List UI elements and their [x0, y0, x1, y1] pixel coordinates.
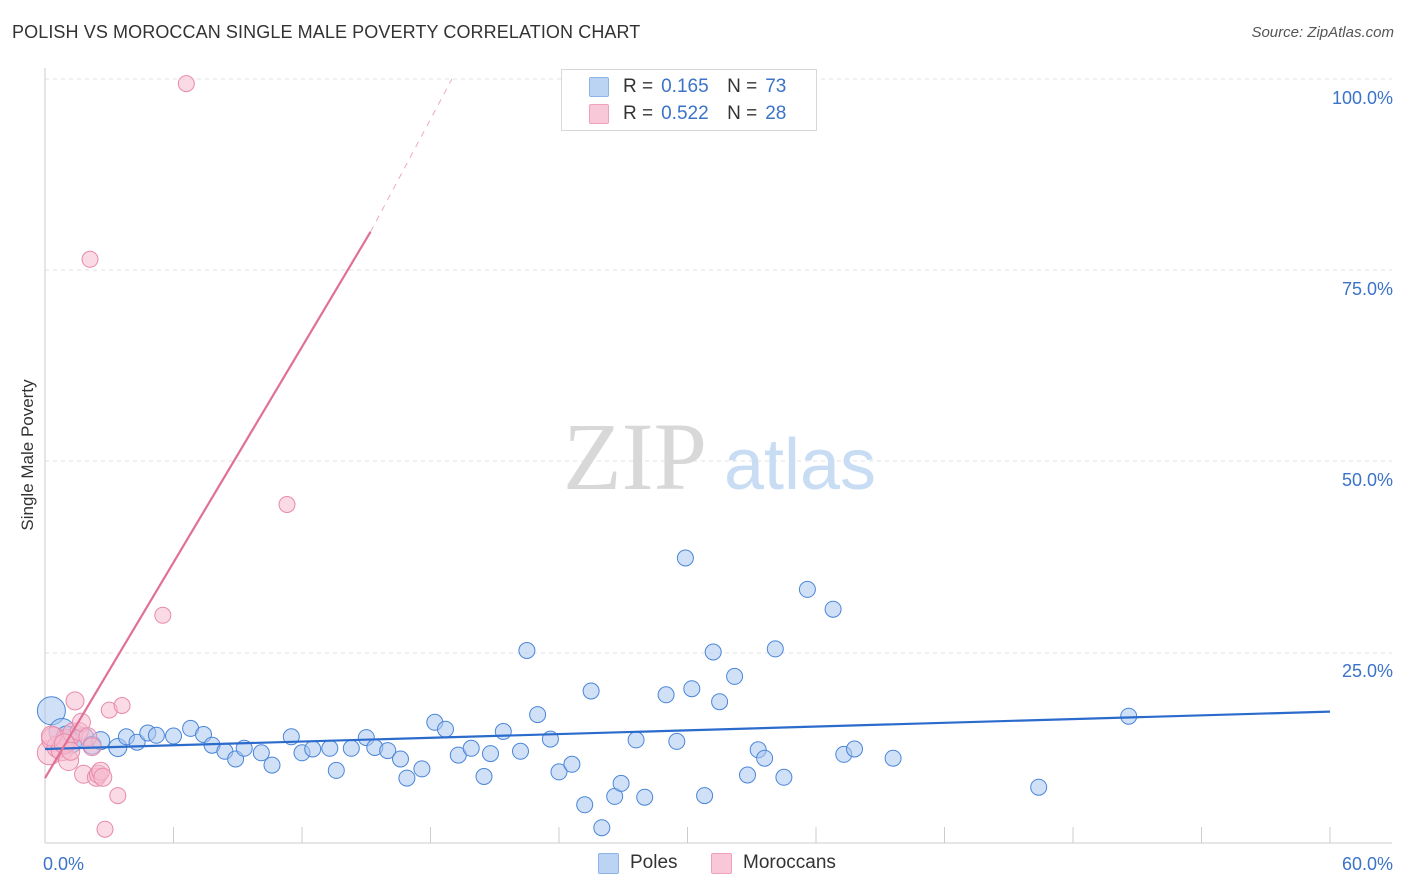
point-poles	[756, 749, 774, 767]
point-poles	[462, 739, 480, 757]
legend-r-label: R =	[623, 102, 654, 124]
point-poles	[636, 788, 654, 806]
point-poles	[846, 740, 863, 758]
point-poles	[683, 680, 701, 698]
point-poles	[263, 756, 281, 774]
point-poles	[627, 731, 645, 749]
tick-label-layer: 25.0% 50.0% 75.0% 100.0% 0.0% 60.0%	[43, 88, 1393, 874]
point-moroccans	[154, 606, 172, 624]
legend-n-label: N =	[727, 75, 758, 97]
y-tick-label: 100.0%	[1332, 88, 1393, 108]
point-poles	[321, 739, 339, 757]
point-moroccans	[93, 767, 113, 787]
legend-swatch-poles	[589, 76, 609, 97]
series-label-moroccans: Moroccans	[743, 852, 836, 873]
point-moroccans	[96, 820, 114, 838]
point-poles	[676, 549, 694, 567]
point-poles	[342, 739, 360, 757]
legend-r-value-moroccans: 0.522	[661, 102, 709, 124]
point-poles	[711, 693, 729, 711]
x-tick-label-max: 60.0%	[1342, 854, 1393, 874]
chart-title: POLISH VS MOROCCAN SINGLE MALE POVERTY C…	[12, 22, 641, 42]
watermark: ZIP atlas	[563, 403, 876, 510]
axis-layer	[44, 68, 1392, 844]
point-moroccans	[65, 691, 85, 711]
point-poles	[252, 744, 270, 762]
point-poles	[696, 787, 714, 805]
trend-line-moroccans	[44, 231, 372, 779]
point-poles	[327, 761, 345, 779]
series-legend: Poles Moroccans	[0, 852, 1406, 878]
point-poles	[475, 768, 493, 785]
point-poles	[726, 667, 744, 685]
point-moroccans	[177, 75, 195, 93]
point-poles	[576, 796, 594, 814]
point-poles	[165, 727, 182, 745]
y-tick-label: 50.0%	[1342, 470, 1393, 490]
point-poles	[304, 740, 322, 758]
y-tick-label: 25.0%	[1342, 661, 1393, 681]
legend-n-label: N =	[727, 102, 758, 124]
trend-layer	[44, 78, 1331, 779]
grid-layer	[45, 78, 1392, 654]
point-poles	[494, 723, 512, 740]
point-poles	[147, 726, 165, 744]
point-poles	[612, 774, 630, 792]
series-swatch-moroccans	[711, 852, 732, 874]
series-legend-poles[interactable]: Poles	[598, 852, 678, 874]
point-poles	[563, 755, 581, 773]
point-poles	[437, 720, 454, 738]
point-poles	[739, 766, 756, 784]
point-poles	[413, 760, 431, 778]
legend-row-poles: R = 0.165 N = 73	[562, 73, 786, 100]
point-poles	[392, 750, 409, 768]
watermark-atlas: atlas	[724, 425, 876, 505]
legend-swatch-moroccans	[589, 103, 609, 124]
trend-line-poles	[44, 710, 1331, 751]
point-poles	[482, 745, 499, 763]
point-poles	[398, 769, 416, 787]
trend-extension-moroccans	[370, 78, 453, 233]
x-tick-label-min: 0.0%	[43, 854, 84, 874]
y-tick-label: 75.0%	[1342, 279, 1393, 299]
point-poles	[512, 742, 529, 760]
correlation-legend: R = 0.165 N = 73 R = 0.522 N = 28	[561, 69, 817, 131]
point-moroccans	[278, 496, 296, 513]
legend-r-value-poles: 0.165	[661, 75, 709, 97]
source-label: Source: ZipAtlas.com	[1251, 24, 1394, 41]
point-poles	[884, 749, 902, 767]
point-poles	[798, 580, 816, 598]
point-poles	[518, 642, 536, 659]
point-poles	[766, 640, 784, 658]
point-moroccans	[113, 697, 131, 714]
point-poles	[550, 763, 568, 781]
point-moroccans	[109, 787, 127, 805]
legend-n-value-moroccans: 28	[765, 102, 787, 124]
watermark-zip: ZIP	[563, 403, 707, 510]
legend-r-label: R =	[623, 75, 654, 97]
point-poles	[593, 819, 611, 837]
point-poles	[668, 732, 686, 750]
legend-n-value-poles: 73	[765, 75, 787, 97]
series-swatch-poles	[598, 852, 619, 874]
legend-row-moroccans: R = 0.522 N = 28	[562, 100, 786, 127]
point-poles	[704, 643, 722, 661]
point-moroccans	[81, 250, 99, 268]
points-layer	[36, 75, 1138, 838]
point-poles	[379, 742, 397, 760]
point-poles	[824, 600, 842, 618]
point-poles	[775, 768, 793, 786]
series-legend-moroccans[interactable]: Moroccans	[711, 852, 836, 874]
point-poles	[582, 682, 600, 700]
point-poles	[657, 686, 675, 704]
series-label-poles: Poles	[630, 852, 678, 873]
point-poles	[529, 706, 547, 724]
point-poles	[1030, 778, 1048, 796]
